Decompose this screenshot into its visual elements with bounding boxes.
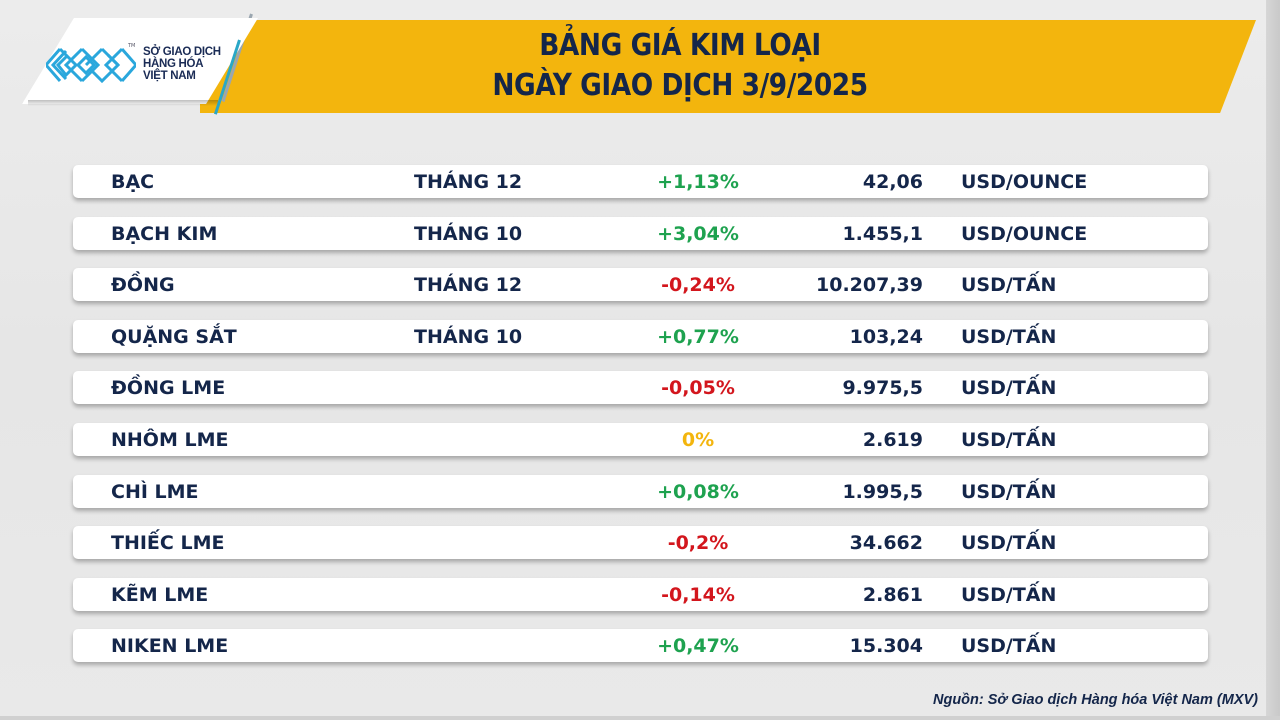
table-row: NIKEN LME +0,47% 15.304 USD/TẤN (73, 629, 1208, 663)
contract-month: THÁNG 12 (414, 171, 523, 193)
price: 15.304 (849, 635, 923, 658)
price: 2.619 (862, 428, 923, 451)
table-row: BẠCH KIM THÁNG 10 +3,04% 1.455,1 USD/OUN… (73, 216, 1208, 250)
unit: USD/OUNCE (961, 171, 1088, 193)
trademark-mark: TM (128, 43, 136, 49)
contract-month: THÁNG 10 (414, 222, 523, 245)
unit: USD/TẤN (961, 377, 1057, 400)
percent-change: +0,08% (657, 480, 739, 503)
unit: USD/TẤN (961, 583, 1057, 606)
frame-right-edge (1266, 0, 1280, 720)
title-banner (200, 20, 1256, 113)
table-row: KẼM LME -0,14% 2.861 USD/TẤN (73, 577, 1208, 611)
unit: USD/TẤN (961, 480, 1057, 503)
unit: USD/TẤN (961, 635, 1057, 658)
percent-change: -0,24% (661, 274, 735, 297)
percent-change: -0,05% (661, 377, 735, 400)
logo-text-line-3: VIỆT NAM (143, 70, 196, 82)
metal-name: ĐỒNG (111, 274, 175, 297)
metal-name: QUẶNG SẮT (111, 325, 237, 348)
metal-name: NIKEN LME (111, 635, 229, 658)
price: 42,06 (862, 171, 923, 193)
contract-month: THÁNG 10 (414, 325, 523, 348)
price: 2.861 (862, 583, 923, 606)
percent-change: +0,47% (657, 635, 739, 658)
frame-bottom-edge (0, 716, 1280, 720)
metal-name: BẠC (111, 171, 155, 193)
unit: USD/TẤN (961, 325, 1057, 348)
price: 9.975,5 (842, 377, 923, 400)
percent-change: 0% (681, 428, 715, 451)
price: 34.662 (849, 532, 923, 555)
price: 103,24 (849, 325, 923, 348)
percent-change: +1,13% (657, 171, 739, 193)
percent-change: -0,14% (661, 583, 735, 606)
metal-name: BẠCH KIM (111, 222, 218, 245)
table-row: BẠC THÁNG 12 +1,13% 42,06 USD/OUNCE (73, 165, 1208, 198)
contract-month: THÁNG 12 (414, 274, 523, 297)
metal-name: KẼM LME (111, 583, 209, 606)
unit: USD/TẤN (961, 532, 1057, 555)
percent-change: +3,04% (657, 222, 739, 245)
logo-shadow (28, 100, 218, 106)
table-row: ĐỒNG LME -0,05% 9.975,5 USD/TẤN (73, 371, 1208, 405)
unit: USD/TẤN (961, 274, 1057, 297)
metal-name: CHÌ LME (111, 480, 199, 503)
percent-change: -0,2% (667, 532, 729, 555)
table-row: NHÔM LME 0% 2.619 USD/TẤN (73, 422, 1208, 456)
metal-name: ĐỒNG LME (111, 377, 226, 400)
price: 1.995,5 (842, 480, 923, 503)
source-note: Nguồn: Sở Giao dịch Hàng hóa Việt Nam (M… (933, 692, 1258, 708)
metal-name: THIẾC LME (111, 532, 225, 555)
unit: USD/TẤN (961, 428, 1057, 451)
table-row: THIẾC LME -0,2% 34.662 USD/TẤN (73, 526, 1208, 560)
table-row: QUẶNG SẮT THÁNG 10 +0,77% 103,24 USD/TẤN (73, 319, 1208, 353)
price: 10.207,39 (816, 274, 923, 297)
metal-name: NHÔM LME (111, 428, 229, 451)
title-line-2: NGÀY GIAO DỊCH 3/9/2025 (492, 68, 868, 103)
title-line-1: BẢNG GIÁ KIM LOẠI (539, 28, 821, 63)
table-row: ĐỒNG THÁNG 12 -0,24% 10.207,39 USD/TẤN (73, 268, 1208, 302)
page-title: BẢNG GIÁ KIM LOẠI NGÀY GIAO DỊCH 3/9/202… (346, 26, 1015, 106)
table-row: CHÌ LME +0,08% 1.995,5 USD/TẤN (73, 474, 1208, 508)
logo-text: SỞ GIAO DỊCH HÀNG HÓA VIỆT NAM (143, 46, 221, 82)
percent-change: +0,77% (657, 325, 739, 348)
logo-text-line-2: HÀNG HÓA (143, 58, 204, 70)
unit: USD/OUNCE (961, 222, 1088, 245)
price: 1.455,1 (842, 222, 923, 245)
mxv-logo-icon (46, 47, 136, 83)
metal-price-table: BẠC THÁNG 12 +1,13% 42,06 USD/OUNCE BẠCH… (73, 165, 1208, 681)
logo-text-line-1: SỞ GIAO DỊCH (143, 46, 221, 58)
